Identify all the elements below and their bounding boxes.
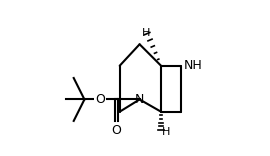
Text: NH: NH xyxy=(184,59,203,72)
Text: H: H xyxy=(161,127,170,137)
Text: N: N xyxy=(135,93,144,106)
Text: O: O xyxy=(95,93,105,106)
Text: H: H xyxy=(141,28,150,38)
Text: O: O xyxy=(112,124,122,137)
